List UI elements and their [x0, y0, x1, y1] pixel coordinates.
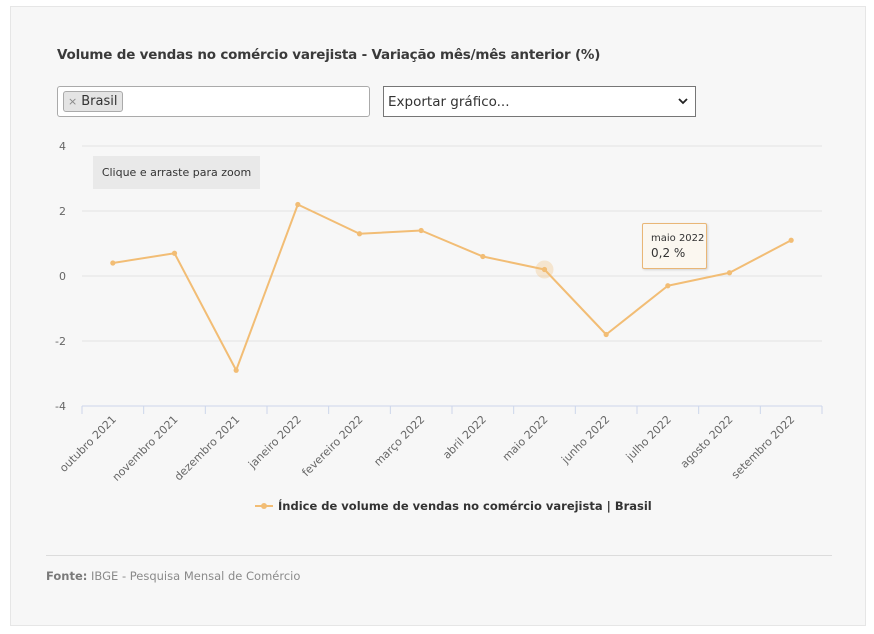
x-tick-label: dezembro 2021 — [172, 413, 242, 483]
x-tick-label: maio 2022 — [500, 413, 551, 464]
x-tick-label: novembro 2021 — [110, 413, 181, 484]
x-tick-label: fevereiro 2022 — [299, 413, 365, 479]
x-tick-label: janeiro 2022 — [245, 413, 304, 472]
source-note: Fonte: IBGE - Pesquisa Mensal de Comérci… — [46, 569, 300, 583]
data-point[interactable] — [665, 283, 671, 289]
x-tick-label: março 2022 — [371, 413, 427, 469]
data-point[interactable] — [726, 270, 733, 276]
export-chart-select[interactable]: Exportar gráfico... — [383, 86, 696, 117]
chart-title: Volume de vendas no comércio varejista -… — [57, 47, 601, 63]
data-point[interactable] — [233, 367, 239, 373]
source-text: IBGE - Pesquisa Mensal de Comércio — [91, 569, 301, 583]
data-point[interactable] — [295, 201, 301, 208]
tooltip-period: maio 2022 — [651, 233, 705, 244]
x-tick-label: junho 2022 — [558, 413, 612, 467]
selected-location-tag: × Brasil — [63, 91, 124, 112]
data-point[interactable] — [541, 266, 548, 273]
x-tick-label: agosto 2022 — [678, 413, 736, 471]
data-tooltip: maio 2022 0,2 % — [642, 223, 707, 269]
data-point[interactable] — [418, 227, 424, 234]
remove-tag-icon[interactable]: × — [68, 95, 78, 108]
legend-item[interactable]: Índice de volume de vendas no comércio v… — [255, 497, 652, 515]
location-multiselect[interactable]: × Brasil — [57, 86, 370, 117]
legend-line-swatch — [255, 503, 273, 509]
data-point[interactable] — [171, 250, 178, 256]
footer-divider — [46, 555, 832, 556]
chevron-down-icon — [678, 98, 688, 105]
data-point[interactable] — [603, 331, 609, 338]
x-tick-label: outubro 2021 — [57, 413, 119, 475]
series-line — [112, 203, 792, 372]
zoom-hint: Clique e arraste para zoom — [93, 156, 260, 189]
source-label: Fonte: — [46, 569, 88, 583]
tooltip-value: 0,2 % — [651, 246, 686, 260]
y-tick-label: 2 — [59, 205, 66, 218]
y-tick-label: 4 — [59, 140, 66, 153]
data-point[interactable] — [480, 253, 486, 260]
data-point[interactable] — [110, 260, 116, 266]
data-point[interactable] — [356, 231, 363, 237]
chart-card: Volume de vendas no comércio varejista -… — [10, 6, 866, 626]
x-tick-label: julho 2022 — [623, 413, 674, 464]
data-point[interactable] — [788, 237, 794, 243]
y-tick-label: 0 — [59, 270, 66, 283]
legend-label: Índice de volume de vendas no comércio v… — [278, 499, 652, 513]
selected-location-label: Brasil — [81, 94, 118, 109]
y-tick-label: -4 — [55, 400, 66, 413]
export-chart-label: Exportar gráfico... — [388, 93, 510, 110]
x-tick-label: abril 2022 — [440, 413, 489, 462]
x-tick-label: setembro 2022 — [729, 413, 797, 481]
y-tick-label: -2 — [55, 335, 66, 348]
